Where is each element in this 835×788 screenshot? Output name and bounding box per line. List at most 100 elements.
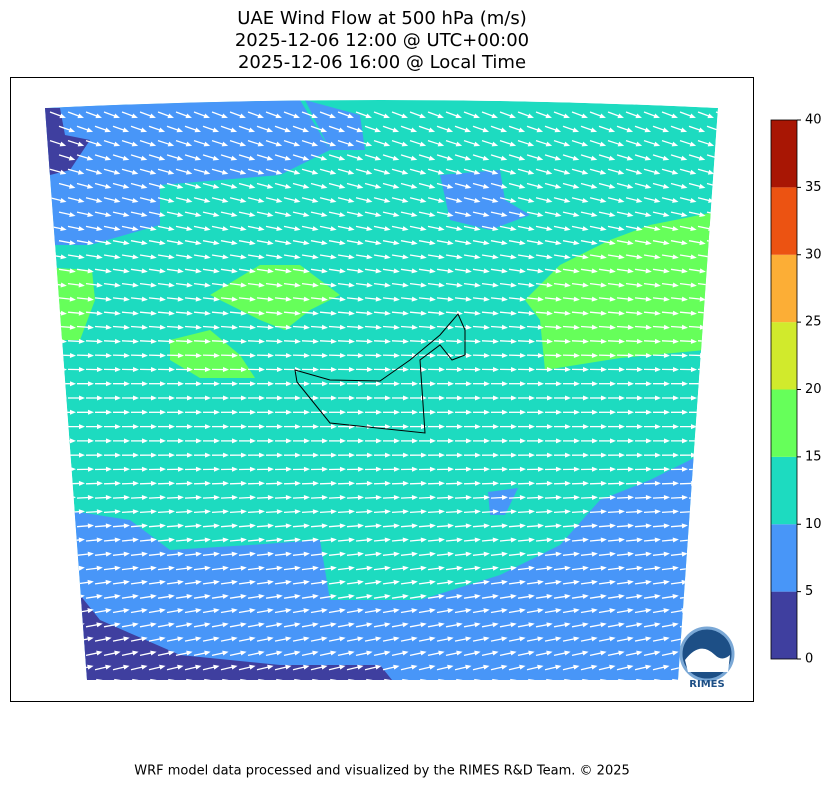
colorbar-tick-label: 10 [805, 517, 822, 532]
wind-arrowhead [231, 466, 238, 472]
wind-arrowhead [384, 367, 391, 373]
wind-arrowhead [618, 480, 625, 486]
wind-arrowhead [222, 509, 229, 515]
colorbar-tick-label: 25 [805, 315, 822, 330]
wind-arrowhead [627, 523, 634, 529]
wind-arrowhead [483, 212, 490, 217]
wind-arrowhead [249, 296, 256, 302]
wind-arrowhead [511, 424, 517, 430]
wind-arrowhead [537, 664, 544, 670]
wind-arrowhead [663, 495, 670, 501]
wind-arrowhead [646, 409, 652, 415]
wind-arrowhead [366, 338, 373, 344]
wind-arrowhead [564, 197, 571, 203]
wind-arrowhead [645, 324, 652, 330]
wind-arrowhead [114, 480, 121, 486]
wind-arrowhead [690, 452, 697, 458]
wind-arrowhead [267, 212, 274, 217]
wind-arrowhead [69, 240, 76, 246]
wind-arrowhead [627, 664, 634, 670]
wind-arrowhead [491, 169, 499, 175]
wind-arrowhead [186, 650, 193, 656]
wind-arrowhead [68, 127, 76, 133]
wind-arrowhead [312, 310, 319, 316]
wind-arrowhead [195, 551, 202, 557]
wind-arrowhead [690, 310, 697, 316]
wind-arrowhead [294, 594, 301, 599]
wind-arrowhead [564, 338, 571, 344]
wind-arrowhead [357, 551, 364, 557]
logo-label: RIMES [689, 679, 724, 690]
wind-arrowhead [276, 565, 283, 571]
wind-arrowhead [366, 282, 373, 288]
wind-arrowhead [475, 424, 481, 430]
wind-arrowhead [456, 480, 463, 486]
wind-arrowhead [411, 268, 418, 274]
wind-arrowhead [716, 183, 718, 189]
wind-arrowhead [429, 268, 436, 274]
wind-arrowhead [547, 395, 553, 401]
wind-arrowhead [411, 551, 418, 557]
wind-arrowhead [429, 495, 436, 501]
wind-arrowhead [231, 352, 238, 358]
wind-arrowhead [257, 169, 265, 175]
wind-arrowhead [267, 551, 274, 557]
wind-arrowhead [213, 664, 220, 670]
wind-arrowhead [168, 197, 175, 203]
wind-arrow [571, 679, 586, 680]
wind-arrow [553, 679, 568, 680]
wind-arrowhead [159, 240, 166, 246]
wind-arrowhead [302, 183, 310, 189]
wind-arrowhead [474, 565, 481, 571]
wind-arrowhead [293, 141, 301, 147]
wind-arrowhead [645, 352, 652, 358]
wind-arrowhead [384, 197, 391, 203]
wind-arrowhead [177, 579, 184, 585]
wind-arrowhead [483, 296, 490, 302]
wind-arrowhead [284, 127, 292, 133]
wind-arrowhead [617, 169, 625, 175]
wind-arrowhead [96, 338, 103, 344]
wind-arrowhead [78, 254, 85, 260]
wind-arrowhead [347, 169, 355, 175]
wind-arrowhead [636, 509, 643, 515]
wind-arrowhead [699, 551, 706, 557]
wind-arrowhead [610, 381, 616, 387]
wind-arrowhead [203, 141, 211, 147]
wind-arrowhead [276, 282, 283, 288]
wind-arrowhead [600, 565, 607, 571]
wind-arrow [49, 539, 64, 542]
wind-arrowhead [204, 310, 211, 316]
wind-arrowhead [437, 113, 444, 119]
wind-arrowhead [322, 438, 328, 444]
wind-arrowhead [132, 594, 139, 599]
wind-arrowhead [582, 537, 589, 543]
wind-arrowhead [213, 466, 220, 472]
colorbar-tick-label: 40 [805, 113, 822, 128]
wind-arrowhead [60, 537, 67, 543]
wind-arrowhead [222, 650, 229, 656]
wind-arrowhead [474, 509, 481, 515]
wind-arrowhead [105, 352, 112, 358]
wind-arrowhead [312, 452, 319, 458]
wind-arrow [706, 609, 718, 614]
wind-arrow [175, 679, 190, 680]
wind-arrowhead [321, 608, 328, 614]
wind-arrowhead [347, 113, 354, 119]
wind-arrowhead [114, 537, 121, 543]
wind-arrowhead [645, 579, 652, 585]
wind-arrowhead [232, 409, 238, 415]
wind-arrowhead [159, 636, 166, 642]
wind-arrowhead [573, 608, 580, 614]
colorbar-bin [771, 456, 797, 525]
wind-arrowhead [59, 113, 66, 119]
wind-arrowhead [312, 226, 319, 232]
wind-arrowhead [636, 480, 643, 486]
wind-arrowhead [357, 212, 364, 217]
wind-arrowhead [123, 324, 130, 330]
wind-arrowhead [375, 551, 382, 557]
wind-arrowhead [392, 127, 400, 133]
wind-arrowhead [546, 537, 553, 543]
wind-arrowhead [682, 438, 688, 444]
wind-arrowhead [501, 664, 508, 670]
